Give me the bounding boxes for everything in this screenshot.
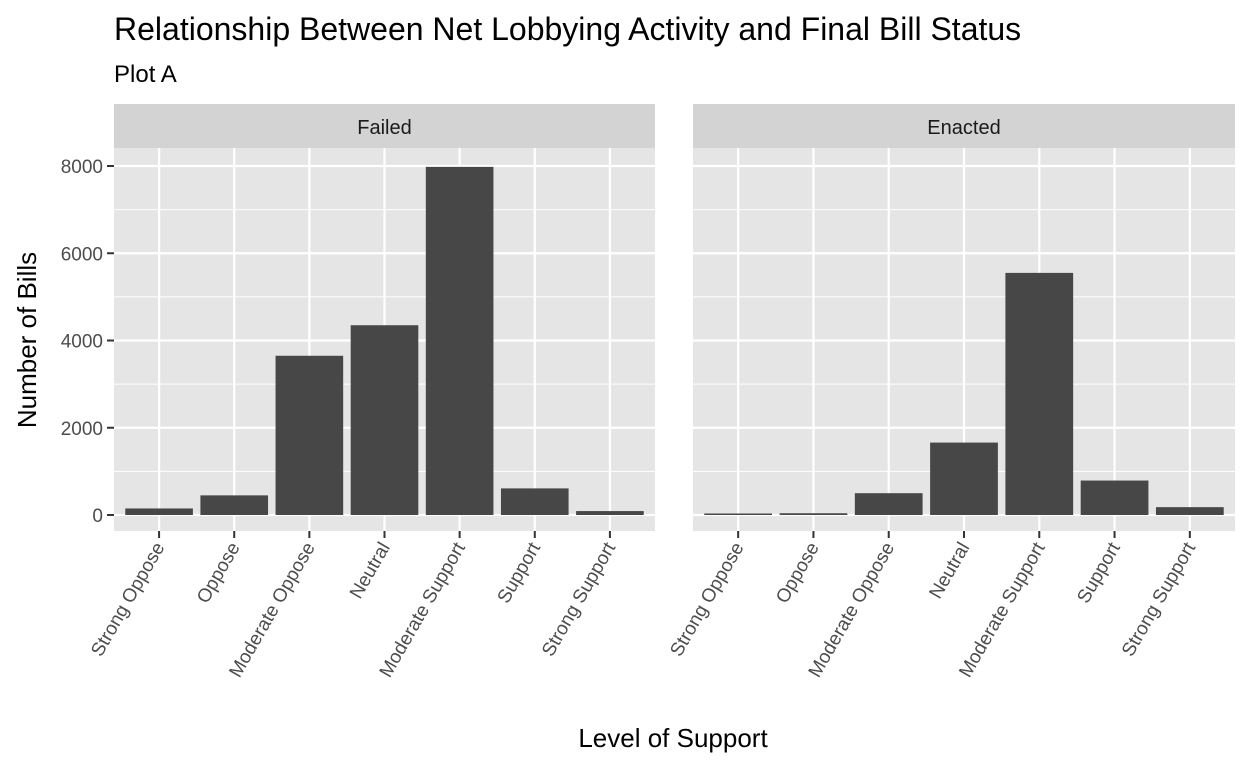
- bar-enacted-6: [1080, 480, 1149, 515]
- bar-enacted-1: [704, 513, 773, 515]
- y-tick-label: 6000: [61, 244, 103, 265]
- bar-failed-7: [576, 511, 644, 515]
- x-tick-label: Support: [494, 538, 546, 607]
- x-tick-label: Support: [1073, 538, 1125, 607]
- y-tick-label: 8000: [61, 157, 103, 178]
- bar-enacted-7: [1155, 507, 1224, 515]
- x-tick-label: Neutral: [346, 539, 395, 603]
- x-tick-label: Strong Support: [538, 538, 620, 660]
- chart-subtitle: Plot A: [114, 61, 177, 88]
- bar-failed-6: [500, 488, 569, 515]
- x-tick-label: Moderate Support: [376, 538, 471, 681]
- x-tick-label: Strong Oppose: [87, 539, 169, 660]
- bar-failed-4: [350, 325, 419, 515]
- facet-strip: [693, 104, 1235, 148]
- x-tick-label: Oppose: [772, 539, 823, 607]
- x-axis-title: Level of Support: [578, 723, 768, 753]
- facet-label: Enacted: [927, 117, 1000, 139]
- x-tick-label: Moderate Oppose: [225, 539, 319, 681]
- y-axis-title: Number of Bills: [12, 252, 42, 428]
- bar-failed-3: [275, 355, 344, 515]
- y-tick-label: 2000: [61, 419, 103, 440]
- facet-strip: [114, 104, 655, 148]
- x-tick-label: Moderate Support: [955, 538, 1050, 681]
- facet-label: Failed: [357, 117, 411, 139]
- x-tick-label: Strong Support: [1118, 538, 1200, 660]
- y-tick-label: 4000: [61, 332, 103, 353]
- bar-failed-5: [425, 166, 494, 515]
- x-tick-label: Oppose: [193, 539, 244, 607]
- x-tick-label: Moderate Oppose: [805, 539, 899, 681]
- bar-enacted-5: [1005, 272, 1074, 515]
- x-tick-label: Neutral: [926, 539, 975, 603]
- bar-enacted-4: [930, 442, 998, 515]
- bar-enacted-3: [854, 493, 923, 515]
- y-tick-label: 0: [92, 506, 103, 527]
- bar-failed-1: [125, 508, 193, 515]
- x-tick-label: Strong Oppose: [666, 539, 748, 660]
- bar-failed-2: [200, 495, 269, 515]
- chart-title: Relationship Between Net Lobbying Activi…: [114, 11, 1021, 47]
- bar-enacted-2: [779, 513, 848, 515]
